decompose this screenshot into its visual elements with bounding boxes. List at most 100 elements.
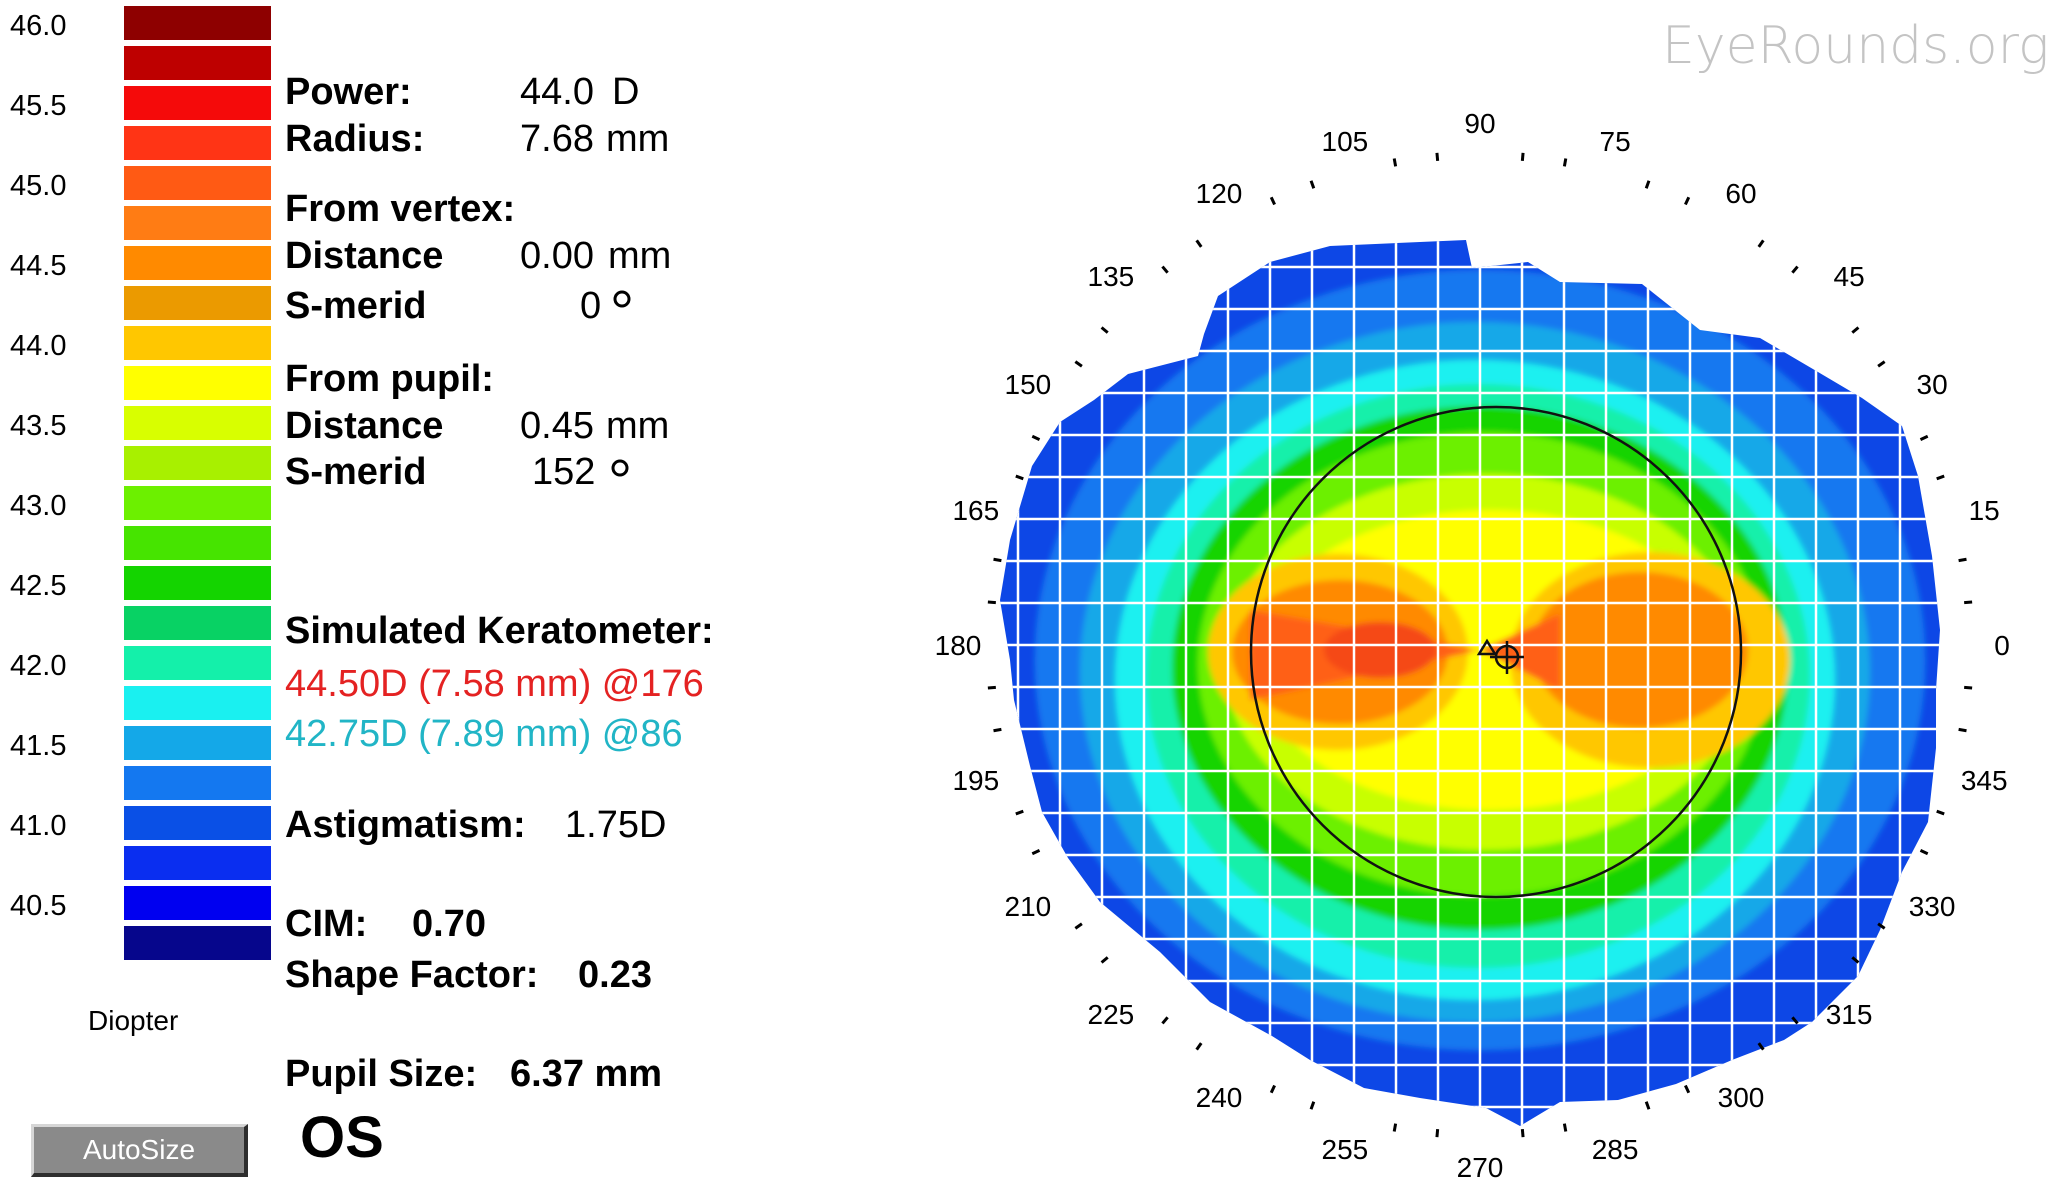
angle-label: 105 — [1322, 126, 1369, 157]
angle-tick — [1015, 474, 1024, 481]
vertex-smerid-value: 0 — [580, 285, 602, 327]
scale-value: 44.5 — [10, 250, 67, 282]
pupil-size-value: 6.37 mm — [510, 1053, 663, 1095]
angle-tick — [1877, 360, 1886, 368]
angle-tick — [1520, 1129, 1525, 1138]
scale-value: 41.5 — [10, 730, 67, 762]
angle-label: 195 — [952, 765, 999, 796]
angle-label: 315 — [1826, 999, 1873, 1030]
zone-orange-right — [1532, 572, 1748, 728]
angle-ticks — [987, 152, 1973, 1138]
simk-flat-value: 42.75D (7.89 mm) @86 — [285, 713, 683, 755]
angle-label: 60 — [1725, 178, 1756, 209]
angle-tick — [1936, 474, 1945, 481]
angle-tick — [1100, 326, 1109, 334]
pupil-distance-unit: mm — [606, 405, 670, 447]
scale-swatch — [124, 86, 271, 120]
scale-swatch — [124, 606, 271, 640]
power-unit: D — [612, 71, 640, 113]
angle-tick — [1031, 849, 1041, 856]
scale-swatch — [124, 286, 271, 320]
angle-tick — [1562, 1123, 1568, 1132]
radius-label: Radius: — [285, 118, 425, 160]
shape-factor-label: Shape Factor: — [285, 954, 539, 996]
scale-swatch — [124, 926, 271, 960]
angle-label: 120 — [1196, 178, 1243, 209]
angle-label: 285 — [1592, 1134, 1639, 1165]
angle-labels: 0 15 30 45 60 75 90 105 120 135 150 165 180 195 210 225… — [935, 108, 2010, 1183]
scale-swatch — [124, 206, 271, 240]
radius-unit: mm — [606, 118, 670, 160]
scale-swatch — [124, 166, 271, 200]
watermark: EyeRounds.org — [1662, 16, 2048, 76]
angle-label: 75 — [1600, 126, 1631, 157]
scale-value: 44.0 — [10, 330, 67, 362]
scale-value: 45.0 — [10, 170, 67, 202]
scale-swatch — [124, 806, 271, 840]
scale-swatch — [124, 46, 271, 80]
angle-tick — [1015, 809, 1024, 816]
angle-label: 135 — [1088, 261, 1135, 292]
angle-tick — [1269, 1084, 1276, 1094]
angle-tick — [1031, 434, 1041, 441]
pupil-smerid-label: S-merid — [285, 451, 427, 493]
degree-icon — [613, 290, 631, 308]
angle-tick — [1392, 1123, 1398, 1132]
angle-tick — [1919, 849, 1929, 856]
scale-swatch — [124, 726, 271, 760]
scale-swatch — [124, 246, 271, 280]
angle-tick — [1757, 239, 1765, 248]
pupil-outline — [1249, 405, 1743, 899]
angle-tick — [1269, 196, 1276, 206]
angle-label: 180 — [935, 630, 982, 661]
scale-swatch — [124, 326, 271, 360]
angle-tick — [1958, 557, 1967, 563]
scale-swatch — [124, 486, 271, 520]
angle-label: 150 — [1005, 369, 1052, 400]
scale-swatch — [124, 766, 271, 800]
angle-label: 240 — [1196, 1082, 1243, 1113]
angle-label: 45 — [1834, 261, 1865, 292]
angle-tick — [1791, 265, 1799, 274]
angle-tick — [1309, 180, 1316, 189]
scale-swatch — [124, 566, 271, 600]
scale-swatch — [124, 126, 271, 160]
scale-value: 40.5 — [10, 890, 67, 922]
angle-tick — [1791, 1016, 1799, 1025]
angle-tick — [987, 600, 996, 605]
angle-label: 165 — [952, 495, 999, 526]
pupil-size-label: Pupil Size: — [285, 1053, 478, 1095]
angle-label: 90 — [1464, 108, 1495, 139]
angle-tick — [1520, 152, 1525, 161]
angle-tick — [1851, 326, 1860, 334]
scale-swatch — [124, 6, 271, 40]
scale-unit-label: Diopter — [88, 1005, 179, 1036]
angle-tick — [1161, 1016, 1169, 1025]
angle-tick — [993, 727, 1002, 733]
scale-value: 42.5 — [10, 570, 67, 602]
astigmatism-value: 1.75D — [565, 804, 667, 846]
from-vertex-label: From vertex: — [285, 188, 516, 230]
angle-tick — [1309, 1101, 1316, 1110]
scale-swatch — [124, 686, 271, 720]
simk-steep-value: 44.50D (7.58 mm) @176 — [285, 663, 704, 705]
angle-tick — [1851, 956, 1860, 964]
angle-tick — [1100, 956, 1109, 964]
angle-tick — [1684, 1084, 1691, 1094]
angle-tick — [1958, 727, 1967, 733]
degree-icon — [611, 459, 629, 477]
angle-tick — [1195, 239, 1203, 248]
autosize-button[interactable]: AutoSize — [31, 1124, 248, 1177]
zone-red — [1324, 622, 1436, 678]
angle-tick — [1684, 196, 1691, 206]
pupil-smerid-value: 152 — [532, 451, 596, 493]
angle-label: 15 — [1969, 495, 2000, 526]
angle-tick — [993, 557, 1002, 563]
angle-label: 255 — [1322, 1134, 1369, 1165]
angle-tick — [1919, 434, 1929, 441]
angle-tick — [1161, 265, 1169, 274]
radius-value: 7.68 — [520, 118, 594, 160]
scale-value: 42.0 — [10, 650, 67, 682]
angle-tick — [1392, 158, 1398, 167]
